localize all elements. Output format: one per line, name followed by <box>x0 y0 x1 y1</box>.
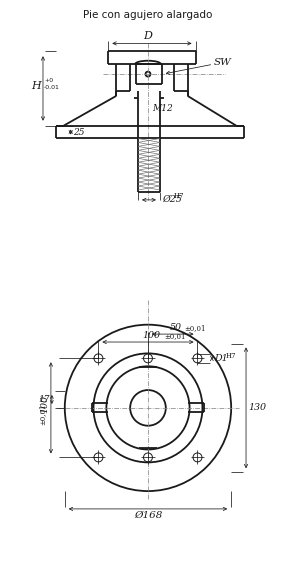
Text: Pie con agujero alargado: Pie con agujero alargado <box>83 10 213 20</box>
Text: H: H <box>31 82 41 92</box>
Text: Ø168: Ø168 <box>134 511 162 520</box>
Text: D: D <box>143 32 152 41</box>
Text: +0: +0 <box>44 78 53 83</box>
Text: ±0,01: ±0,01 <box>164 332 185 340</box>
Text: H7: H7 <box>226 352 236 360</box>
Text: SW: SW <box>213 58 231 67</box>
Text: ±0,01: ±0,01 <box>184 324 206 332</box>
Text: 25: 25 <box>73 127 84 137</box>
Text: ±0,01: ±0,01 <box>38 403 46 425</box>
Text: -0,01: -0,01 <box>44 85 60 90</box>
Text: D1: D1 <box>214 354 228 363</box>
Text: H7: H7 <box>174 192 184 200</box>
Text: 130: 130 <box>248 404 266 412</box>
Text: M12: M12 <box>152 105 173 113</box>
Text: Ø25: Ø25 <box>162 194 182 203</box>
Text: 100: 100 <box>142 331 160 340</box>
Text: 50: 50 <box>170 323 182 332</box>
Text: 17: 17 <box>38 395 50 405</box>
Text: 100: 100 <box>40 395 49 413</box>
